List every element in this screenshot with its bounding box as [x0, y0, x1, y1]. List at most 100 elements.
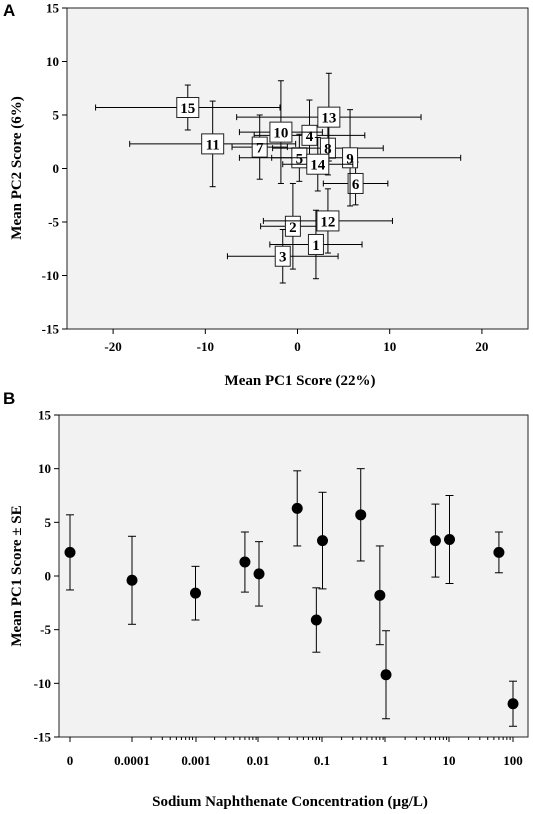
panel-b-point	[291, 470, 303, 547]
panel-b-x-tick-label: 0.001	[181, 753, 210, 768]
panel-a-point-6: 6	[322, 161, 389, 206]
mean-marker	[239, 556, 251, 568]
point-label: 10	[273, 126, 288, 142]
panel-a-y-tick-label: -10	[42, 268, 59, 283]
point-label-box	[306, 153, 330, 175]
panel-b-point	[126, 535, 138, 625]
panel-b-axes: -15 -10 -5 0 5 10 15 0 0.0001 0.001 0.01 0.1 1 10 100	[34, 408, 523, 769]
point-label-box	[316, 210, 340, 232]
panel-b-y-tick-label: 0	[45, 569, 52, 584]
mean-marker	[374, 589, 386, 601]
panel-b-x-axis-title: Sodium Naphthenate Concentration (µg/L)	[152, 794, 428, 810]
point-label-box	[347, 172, 364, 194]
panel-a-y-tick-label: 10	[46, 54, 59, 69]
point-label: 5	[296, 151, 304, 167]
point-label: 9	[346, 151, 354, 167]
mean-marker	[493, 546, 505, 558]
panel-b-point	[310, 587, 322, 653]
panel-a-y-tick-label: 15	[46, 1, 60, 16]
panel-b-x-tick-label: 0.1	[314, 753, 330, 768]
point-label: 4	[306, 129, 314, 145]
mean-marker	[310, 614, 322, 626]
panel-b-x-tick-label: 0	[67, 753, 74, 768]
point-label: 8	[324, 142, 332, 158]
panel-a-point-14: 14	[282, 136, 354, 192]
point-label: 11	[206, 137, 220, 153]
panel-a-point-13: 13	[236, 72, 422, 162]
panel-b-x-tick-label: 10	[443, 753, 456, 768]
panel-a-letter: A	[3, 1, 15, 20]
panel-b-y-tick-label: 10	[38, 461, 51, 476]
mean-marker	[444, 534, 455, 546]
mean-marker	[190, 587, 201, 599]
point-label-box	[269, 121, 293, 143]
panel-b-point	[507, 680, 519, 727]
point-label: 6	[352, 177, 360, 193]
panel-a-point-1: 1	[269, 209, 363, 280]
point-label: 7	[256, 141, 264, 157]
panel-a-plot-area	[66, 7, 529, 330]
point-label-box	[301, 124, 318, 146]
panel-b-x-tick-label: 1	[382, 753, 389, 768]
panel-a-point-3: 3	[226, 228, 339, 284]
panel-b-point	[190, 565, 201, 621]
panel-b-point	[317, 491, 328, 590]
panel-a-x-tick-label: 20	[475, 339, 488, 354]
panel-b-point	[253, 541, 265, 607]
panel-a-point-8: 8	[272, 120, 384, 176]
panel-a-point-9: 9	[238, 109, 462, 207]
panel-b-y-tick-label: 15	[38, 408, 52, 423]
panel-a-y-axis-title: Mean PC2 Score (6%)	[9, 96, 25, 239]
panel-b-point	[380, 630, 392, 720]
point-label-box	[176, 97, 200, 119]
panel-a-x-tick-label: -10	[197, 339, 214, 354]
panel-a-y-tick-label: 5	[53, 108, 60, 123]
panel-b-x-tick-label: 100	[503, 753, 523, 768]
panel-a-x-tick-label: -20	[104, 339, 121, 354]
panel-a-x-tick-label: 0	[294, 339, 301, 354]
mean-marker	[317, 535, 328, 547]
panel-b-x-tick-label: 0.01	[247, 753, 270, 768]
panel-b: B -15 -10 -5 0 5 10 15 0 0.0001 0.001 0.01 0.1 1 10 10…	[3, 389, 529, 810]
panel-b-point	[64, 514, 76, 591]
point-label-box	[274, 245, 291, 267]
panel-a-y-tick-label: -15	[42, 322, 60, 337]
point-label-box	[307, 233, 324, 255]
point-label: 1	[312, 238, 320, 254]
panel-b-point	[374, 545, 386, 646]
panel-b-points	[64, 468, 519, 727]
panel-b-point	[355, 468, 367, 562]
panel-b-y-tick-label: -10	[34, 676, 51, 691]
panel-b-y-axis-title: Mean PC1 Score ± SE	[9, 505, 25, 646]
panel-a-y-tick-label: -5	[48, 215, 59, 230]
panel-a-x-tick-label: 10	[383, 339, 396, 354]
point-label-box	[251, 136, 268, 158]
point-label: 2	[289, 220, 297, 236]
point-label-box	[317, 106, 341, 128]
point-label: 15	[180, 101, 195, 117]
point-label: 14	[310, 158, 326, 174]
panel-b-y-tick-label: 5	[45, 515, 52, 530]
mean-marker	[507, 698, 519, 710]
panel-b-letter: B	[3, 389, 15, 408]
panel-b-point	[493, 531, 505, 574]
mean-marker	[291, 502, 303, 514]
point-label: 13	[321, 111, 336, 127]
mean-marker	[126, 574, 138, 586]
panel-b-point	[239, 531, 251, 593]
panel-b-y-tick-label: -5	[40, 622, 51, 637]
panel-a-point-12: 12	[262, 188, 393, 254]
panel-a-point-7: 7	[231, 114, 288, 180]
mean-marker	[355, 509, 367, 521]
panel-a-point-10: 10	[238, 80, 323, 184]
mean-marker	[429, 535, 441, 547]
mean-marker	[380, 669, 392, 681]
point-label: 12	[320, 214, 335, 230]
point-label-box	[201, 133, 225, 155]
panel-a-y-tick-label: 0	[53, 161, 60, 176]
mean-marker	[64, 546, 76, 558]
